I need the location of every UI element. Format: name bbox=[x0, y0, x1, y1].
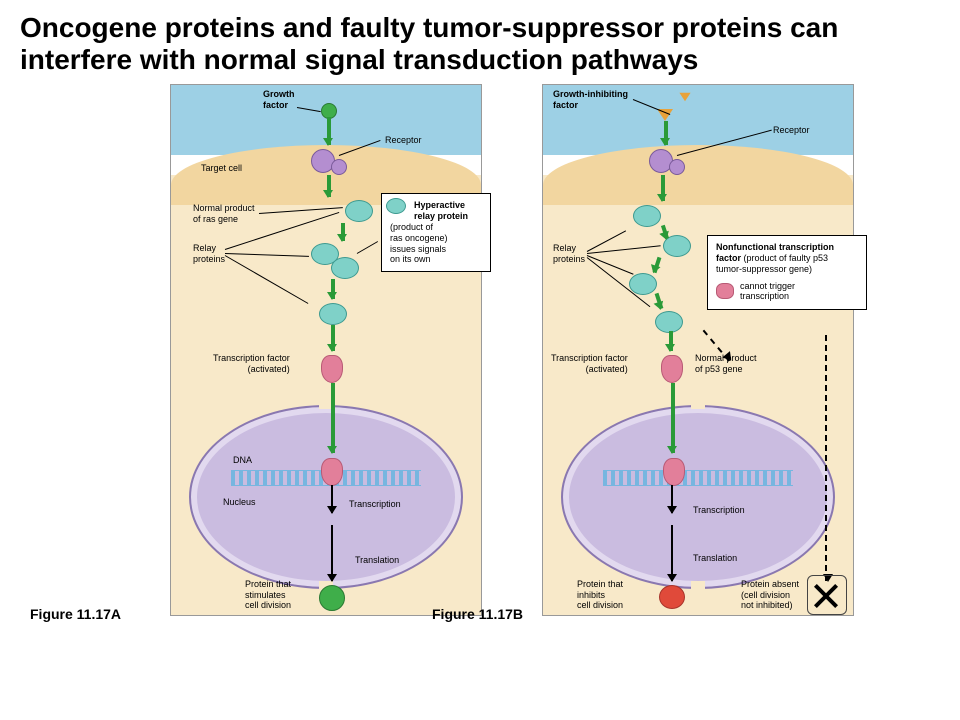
tf-activated-label: Transcription factor (activated) bbox=[213, 353, 290, 374]
translation-label: Translation bbox=[693, 553, 737, 563]
figure-a-panel: Growth factor Receptor Target cell Norma… bbox=[170, 84, 482, 616]
transcription-label: Transcription bbox=[349, 499, 401, 509]
receptor-label: Receptor bbox=[773, 125, 810, 135]
growth-inhibiting-factor-label: Growth-inhibiting factor bbox=[553, 89, 628, 110]
protein-inhibits-label: Protein that inhibits cell division bbox=[577, 579, 623, 610]
protein-stimulates-label: Protein that stimulates cell division bbox=[245, 579, 291, 610]
transcription-label: Transcription bbox=[693, 505, 745, 515]
receptor-label: Receptor bbox=[385, 135, 422, 145]
protein-absent-label: Protein absent (cell division not inhibi… bbox=[741, 579, 799, 610]
growth-inhibiting-factor-icon bbox=[679, 93, 690, 101]
normal-p53-label: Normal product of p53 gene bbox=[695, 353, 757, 374]
figure-b-panel: Growth-inhibiting factor Receptor Relay … bbox=[542, 84, 854, 616]
nucleus-label: Nucleus bbox=[223, 497, 256, 507]
growth-factor-label: Growth factor bbox=[263, 89, 295, 110]
dna-label: DNA bbox=[233, 455, 252, 465]
figure-b-caption: Figure 11.17B bbox=[432, 606, 523, 622]
normal-ras-label: Normal product of ras gene bbox=[193, 203, 255, 224]
figure-a-caption: Figure 11.17A bbox=[30, 606, 121, 622]
p53-faulty-callout: Nonfunctional transcription factor (prod… bbox=[707, 235, 867, 309]
translation-label: Translation bbox=[355, 555, 399, 565]
relay-proteins-label: Relay proteins bbox=[193, 243, 225, 264]
relay-proteins-label: Relay proteins bbox=[553, 243, 585, 264]
page-title: Oncogene proteins and faulty tumor-suppr… bbox=[20, 12, 940, 76]
ras-oncogene-callout: Hyperactive relay protein (product of ra… bbox=[381, 193, 491, 272]
target-cell-label: Target cell bbox=[201, 163, 242, 173]
tf-activated-label: Transcription factor (activated) bbox=[551, 353, 628, 374]
